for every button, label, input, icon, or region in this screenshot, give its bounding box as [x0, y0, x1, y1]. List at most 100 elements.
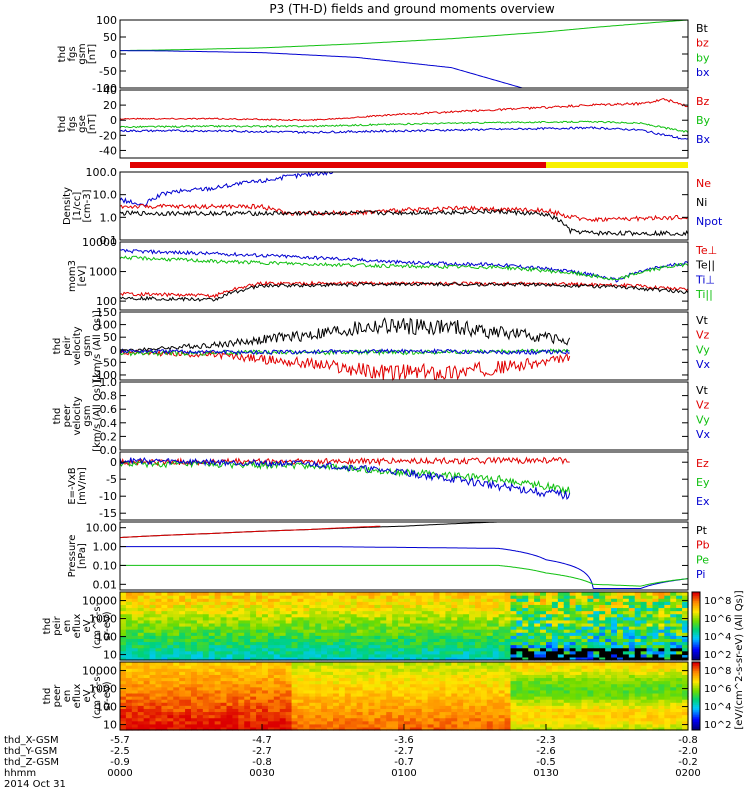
spectrogram-cell — [445, 619, 452, 624]
spectrogram-cell — [622, 680, 630, 685]
spectrogram-cell — [338, 699, 346, 703]
colorbar-step — [692, 711, 700, 714]
spectrogram-cell — [321, 635, 328, 639]
spectrogram-cell — [409, 632, 417, 636]
spectrogram-cell — [516, 674, 523, 679]
spectrogram-cell — [374, 702, 381, 706]
spectrogram-cell — [522, 726, 529, 731]
spectrogram-cell — [475, 677, 482, 682]
spectrogram-cell — [427, 708, 435, 713]
spectrogram-cell — [120, 677, 127, 682]
spectrogram-cell — [374, 668, 381, 672]
spectrogram-cell — [551, 708, 559, 713]
spectrogram-cell — [161, 629, 168, 633]
spectrogram-cell — [250, 656, 257, 661]
spectrogram-cell — [380, 726, 387, 731]
spectrogram-cell — [599, 622, 606, 627]
spectrogram-cell — [208, 638, 216, 643]
spectrogram-cell — [528, 717, 535, 722]
spectrogram-cell — [155, 726, 163, 731]
spectrogram-cell — [528, 635, 535, 639]
spectrogram-cell — [220, 629, 228, 633]
spectrogram-cell — [350, 689, 358, 694]
spectrogram-cell — [658, 680, 665, 685]
spectrogram-cell — [161, 665, 168, 669]
spectrogram-cell — [534, 705, 541, 709]
spectrogram-cell — [404, 671, 411, 675]
spectrogram-cell — [315, 613, 322, 618]
spectrogram-cell — [125, 696, 133, 700]
spectrogram-cell — [226, 626, 234, 630]
spectrogram-cell — [670, 601, 677, 605]
spectrogram-cell — [120, 607, 127, 612]
spectrogram-cell — [652, 610, 660, 615]
spectrogram-cell — [486, 689, 494, 694]
spectrogram-cell — [327, 601, 334, 605]
spectrogram-cell — [344, 613, 352, 618]
spectrogram-cell — [338, 604, 346, 609]
spectrogram-cell — [516, 607, 523, 612]
spectrogram-cell — [551, 662, 559, 666]
spectrogram-cell — [409, 708, 417, 713]
spectrogram-cell — [670, 711, 677, 716]
spectrogram-cell — [409, 714, 417, 719]
spectrogram-cell — [250, 592, 257, 596]
spectrogram-cell — [238, 647, 245, 652]
spectrogram-cell — [670, 653, 677, 658]
spectrogram-cell — [628, 723, 636, 728]
spectrogram-cell — [273, 671, 281, 675]
spectrogram-cell — [593, 714, 600, 719]
spectrogram-cell — [433, 726, 441, 731]
spectrogram-cell — [404, 696, 411, 700]
spectrogram-cell — [398, 686, 405, 691]
spectrogram-cell — [492, 699, 500, 703]
spectrogram-cell — [125, 699, 133, 703]
spectrogram-cell — [676, 656, 683, 661]
spectrogram-cell — [167, 699, 174, 703]
spectrogram-cell — [439, 641, 447, 646]
spectrogram-cell — [273, 686, 281, 691]
spectrogram-cell — [315, 702, 322, 706]
spectrogram-cell — [551, 726, 559, 731]
spectrogram-cell — [196, 616, 204, 621]
spectrogram-cell — [439, 616, 447, 621]
spectrogram-cell — [634, 692, 642, 697]
spectrogram-cell — [291, 626, 299, 630]
spectrogram-cell — [599, 638, 606, 643]
spectrogram-cell — [362, 702, 370, 706]
spectrogram-cell — [244, 692, 251, 697]
x-tick-label: -3.6 — [394, 735, 414, 746]
spectrogram-cell — [125, 641, 133, 646]
spectrogram-cell — [309, 647, 316, 652]
colorbar-step — [692, 648, 700, 651]
spectrogram-cell — [362, 720, 370, 725]
spectrogram-cell — [475, 610, 482, 615]
spectrogram-cell — [587, 711, 594, 716]
spectrogram-cell — [611, 668, 618, 672]
spectrogram-cell — [125, 644, 133, 649]
spectrogram-cell — [427, 723, 435, 728]
spectrogram-cell — [463, 644, 470, 649]
x-tick-label: -0.8 — [252, 757, 272, 768]
spectrogram-cell — [421, 604, 429, 609]
spectrogram-cell — [338, 677, 346, 682]
spectrogram-cell — [368, 686, 376, 691]
spectrogram-cell — [333, 665, 340, 669]
spectrogram-cell — [173, 692, 180, 697]
spectrogram-cell — [611, 665, 618, 669]
spectrogram-cell — [569, 641, 577, 646]
spectrogram-cell — [427, 665, 435, 669]
spectrogram-cell — [196, 674, 204, 679]
spectrogram-cell — [232, 595, 239, 599]
spectrogram-cell — [439, 619, 447, 624]
spectrogram-cell — [185, 677, 192, 682]
spectrogram-cell — [486, 629, 494, 633]
spectrogram-cell — [469, 592, 476, 596]
spectrogram-cell — [528, 638, 535, 643]
spectrogram-cell — [463, 677, 470, 682]
spectrogram-cell — [640, 717, 648, 722]
spectrogram-cell — [563, 592, 571, 596]
spectrogram-cell — [546, 689, 553, 694]
spectrogram-cell — [628, 595, 636, 599]
spectrogram-cell — [587, 692, 594, 697]
